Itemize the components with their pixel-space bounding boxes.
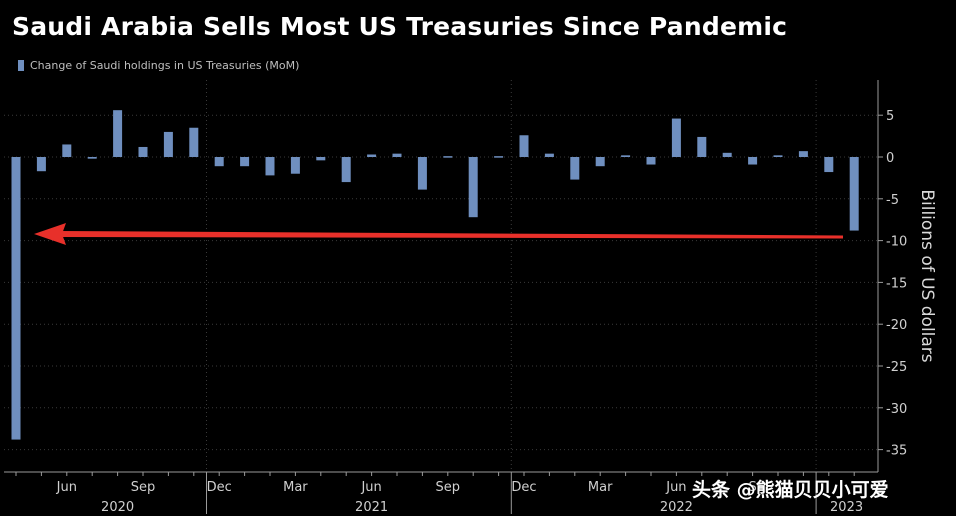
y-tick-label: -25 xyxy=(886,360,907,375)
x-month-label: Jun xyxy=(665,480,686,495)
bar xyxy=(443,156,453,158)
bar xyxy=(138,146,148,157)
legend-label: Change of Saudi holdings in US Treasurie… xyxy=(30,59,300,72)
watermark: 头条 @熊猫贝贝小可爱 xyxy=(692,479,889,501)
bar xyxy=(621,155,631,157)
bar xyxy=(544,153,554,157)
bar xyxy=(722,152,732,157)
y-tick-label: -15 xyxy=(886,276,907,291)
bar xyxy=(240,157,250,167)
bar xyxy=(113,110,123,157)
bar xyxy=(646,157,656,165)
bar xyxy=(417,157,427,190)
y-tick-label: -5 xyxy=(886,193,899,208)
y-tick-label: 5 xyxy=(886,109,894,124)
bar xyxy=(748,157,758,165)
y-tick-label: -30 xyxy=(886,402,907,417)
x-year-label: 2023 xyxy=(830,500,863,515)
x-month-label: Jun xyxy=(360,480,381,495)
y-tick-label: 0 xyxy=(886,151,894,166)
bar xyxy=(494,156,504,158)
bar xyxy=(265,157,275,176)
bar xyxy=(671,118,681,157)
bar xyxy=(392,153,402,157)
chart-title: Saudi Arabia Sells Most US Treasuries Si… xyxy=(12,12,788,41)
legend: Change of Saudi holdings in US Treasurie… xyxy=(18,59,299,72)
y-tick-label: -35 xyxy=(886,444,907,459)
annotation-arrow-shaft xyxy=(60,231,843,239)
bar xyxy=(519,135,529,157)
y-axis-label: Billions of US dollars xyxy=(917,189,937,363)
x-year-label: 2022 xyxy=(660,500,693,515)
y-tick-label: -20 xyxy=(886,318,907,333)
bar xyxy=(697,136,707,157)
x-month-label: Jun xyxy=(56,480,77,495)
bar xyxy=(773,155,783,157)
bar xyxy=(341,157,351,183)
bar xyxy=(595,157,605,167)
legend-swatch xyxy=(18,60,24,71)
bar xyxy=(11,157,21,440)
x-year-label: 2021 xyxy=(355,500,388,515)
y-tick-label: -10 xyxy=(886,235,907,250)
x-month-label: Mar xyxy=(283,480,308,495)
x-month-label: Mar xyxy=(588,480,613,495)
bar xyxy=(36,157,46,172)
bar xyxy=(798,151,808,157)
bar xyxy=(189,127,199,157)
bar xyxy=(849,157,859,231)
bar xyxy=(290,157,300,174)
x-month-label: S xyxy=(748,480,756,495)
x-year-label: 2020 xyxy=(101,500,134,515)
bar xyxy=(163,131,173,157)
bar xyxy=(367,154,377,157)
bar xyxy=(62,144,72,157)
bar xyxy=(316,157,326,161)
bar xyxy=(824,157,834,173)
bar xyxy=(468,157,478,218)
bar xyxy=(87,157,97,159)
x-month-label: Sep xyxy=(131,480,156,495)
x-month-label: Sep xyxy=(436,480,461,495)
bar xyxy=(570,157,580,180)
x-month-label: Dec xyxy=(207,480,232,495)
annotation-arrow-head xyxy=(34,223,66,245)
x-month-label: Dec xyxy=(511,480,536,495)
bar xyxy=(214,157,224,167)
